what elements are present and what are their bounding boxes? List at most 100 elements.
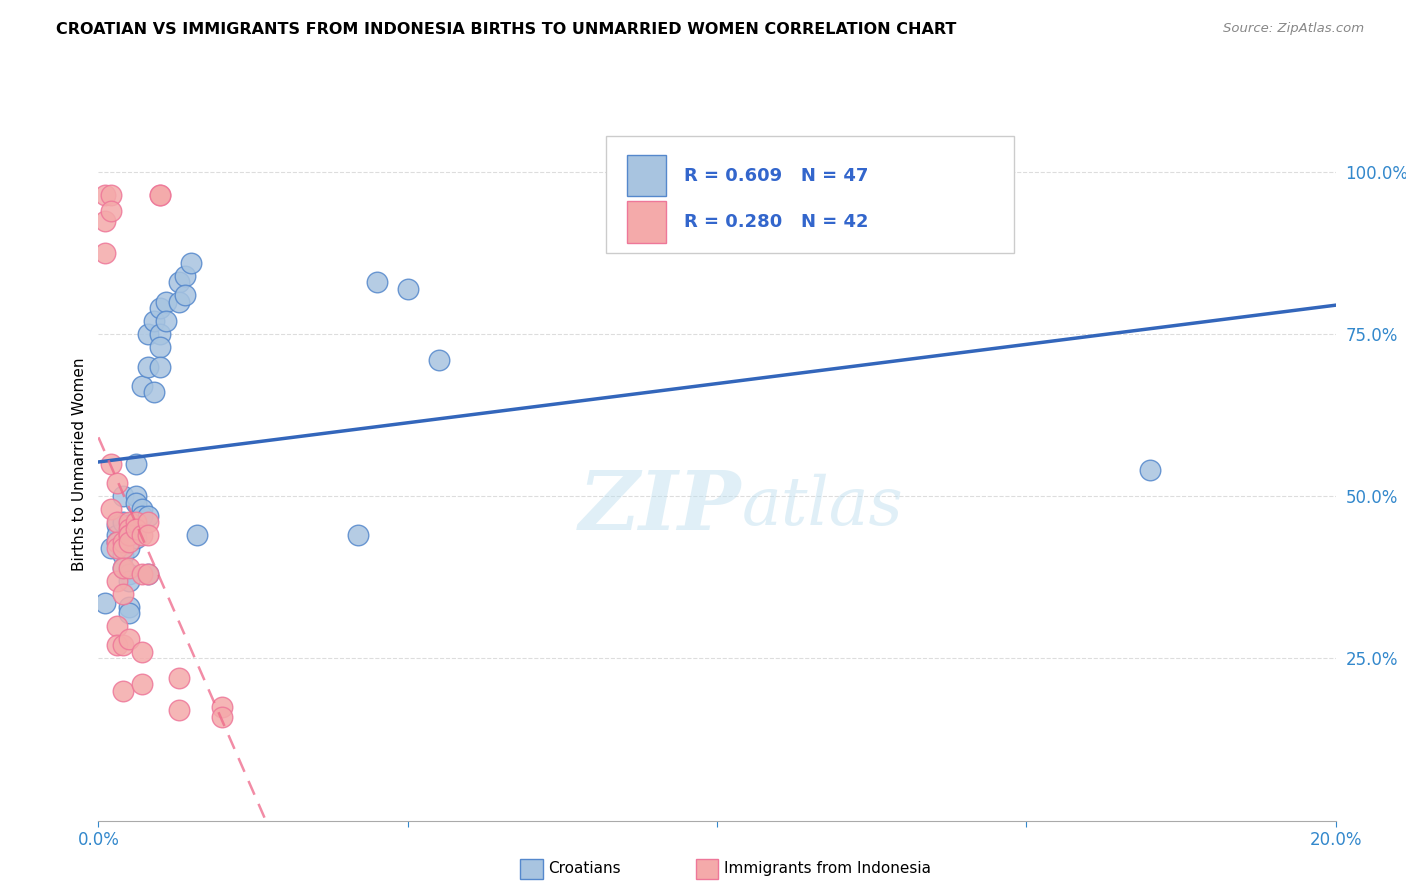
Point (149, 187, 172, 202)
Point (100, 502, 122, 516)
Point (124, 522, 146, 536)
Point (149, 359, 172, 374)
Point (118, 606, 141, 620)
Point (118, 518, 141, 533)
Point (100, 203, 122, 218)
Point (136, 567, 159, 582)
Point (93, 596, 115, 610)
Point (118, 528, 141, 542)
Point (131, 502, 153, 516)
Point (149, 340, 172, 354)
Point (93, 246, 115, 260)
Point (112, 515, 135, 529)
Point (167, 671, 190, 685)
Point (118, 515, 141, 529)
Point (112, 489, 135, 503)
Point (105, 518, 128, 533)
Point (136, 508, 159, 523)
Point (112, 548, 135, 562)
Point (105, 476, 128, 491)
Point (112, 534, 135, 549)
Point (124, 457, 146, 471)
Point (167, 275, 190, 289)
Point (118, 534, 141, 549)
Point (347, 528, 370, 542)
Point (118, 522, 141, 536)
Point (180, 256, 202, 270)
Point (174, 268, 197, 283)
Point (1139, 463, 1161, 477)
Point (112, 560, 135, 574)
Y-axis label: Births to Unmarried Women: Births to Unmarried Women (72, 357, 87, 571)
Point (124, 496, 146, 510)
Point (105, 534, 128, 549)
Point (131, 677, 153, 691)
Point (136, 327, 159, 342)
FancyBboxPatch shape (627, 202, 666, 243)
Text: Croatians: Croatians (548, 862, 621, 876)
Point (124, 489, 146, 503)
FancyBboxPatch shape (627, 155, 666, 196)
Point (105, 541, 128, 556)
Point (100, 187, 122, 202)
Point (186, 528, 208, 542)
Point (149, 327, 172, 342)
Point (149, 187, 172, 202)
Point (136, 515, 159, 529)
Point (136, 528, 159, 542)
Point (118, 567, 141, 582)
Point (112, 586, 135, 600)
Point (105, 639, 128, 653)
Point (105, 515, 128, 529)
Point (105, 619, 128, 633)
Point (112, 541, 135, 556)
Text: atlas: atlas (742, 474, 904, 540)
Text: Immigrants from Indonesia: Immigrants from Indonesia (724, 862, 931, 876)
Point (211, 700, 233, 714)
Point (167, 703, 190, 717)
FancyBboxPatch shape (606, 136, 1014, 253)
Point (131, 379, 153, 393)
Point (112, 560, 135, 574)
Text: ZIP: ZIP (579, 467, 742, 547)
Point (143, 314, 166, 328)
Point (131, 567, 153, 582)
Point (112, 684, 135, 698)
Point (105, 534, 128, 549)
Point (174, 288, 197, 302)
Point (124, 532, 146, 546)
Point (396, 282, 419, 296)
Point (105, 528, 128, 542)
Point (105, 574, 128, 588)
Point (100, 541, 122, 556)
Point (155, 294, 177, 309)
Point (131, 528, 153, 542)
Point (100, 457, 122, 471)
Point (149, 301, 172, 315)
Point (167, 294, 190, 309)
Text: CROATIAN VS IMMIGRANTS FROM INDONESIA BIRTHS TO UNMARRIED WOMEN CORRELATION CHAR: CROATIAN VS IMMIGRANTS FROM INDONESIA BI… (56, 22, 956, 37)
Text: Source: ZipAtlas.com: Source: ZipAtlas.com (1223, 22, 1364, 36)
Point (93, 213, 115, 227)
Point (143, 385, 166, 400)
Point (136, 359, 159, 374)
Point (124, 522, 146, 536)
Point (118, 528, 141, 542)
Point (131, 508, 153, 523)
Point (155, 314, 177, 328)
Text: R = 0.280   N = 42: R = 0.280 N = 42 (683, 213, 868, 231)
Point (112, 639, 135, 653)
Point (124, 522, 146, 536)
Point (131, 645, 153, 659)
Text: R = 0.609   N = 47: R = 0.609 N = 47 (683, 167, 868, 185)
Point (136, 567, 159, 582)
Point (124, 515, 146, 529)
Point (118, 599, 141, 614)
Point (118, 574, 141, 588)
Point (93, 187, 115, 202)
Point (118, 560, 141, 574)
Point (366, 275, 388, 289)
Point (211, 710, 233, 724)
Point (427, 353, 450, 368)
Point (118, 632, 141, 646)
